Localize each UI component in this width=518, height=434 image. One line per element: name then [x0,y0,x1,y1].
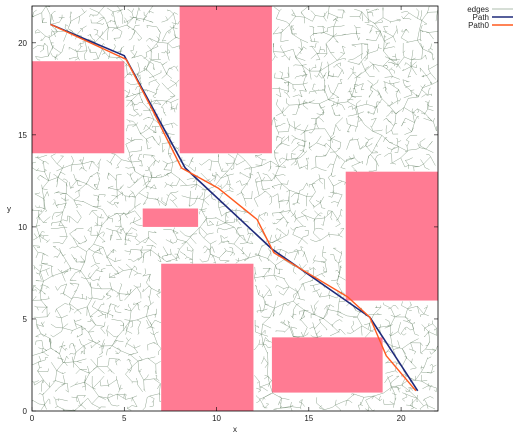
obstacle-4 [345,171,438,301]
legend-label-path0: Path0 [468,21,489,30]
series-line-path [50,23,419,392]
obstacle-1 [179,6,272,154]
obstacle-2 [142,208,199,227]
y-axis-label: y [7,205,11,214]
x-axis-label: x [233,425,237,434]
plot-area [32,6,438,411]
x-tick-label: 0 [30,414,35,423]
y-tick-label: 15 [18,131,27,140]
y-tick-label: 20 [18,39,27,48]
plot-frame [31,5,439,412]
series-line-path0 [50,23,417,392]
x-tick-label: 10 [212,414,221,423]
obstacle-5 [271,337,383,393]
axes: 0 5 10 15 20 0 5 10 15 20 x y [7,5,439,434]
legend-label-path: Path [473,13,489,22]
x-tick-label: 20 [397,414,406,423]
obstacle-3 [161,263,254,411]
x-tick-label: 15 [304,414,313,423]
obstacles [32,6,438,411]
x-tick-label: 5 [122,414,127,423]
y-tick-label: 5 [23,315,28,324]
obstacle-0 [32,61,125,154]
y-tick-label: 10 [18,223,27,232]
tree-edges [32,6,438,411]
y-tick-label: 0 [23,407,28,416]
legend-label-edges: edges [467,5,489,14]
